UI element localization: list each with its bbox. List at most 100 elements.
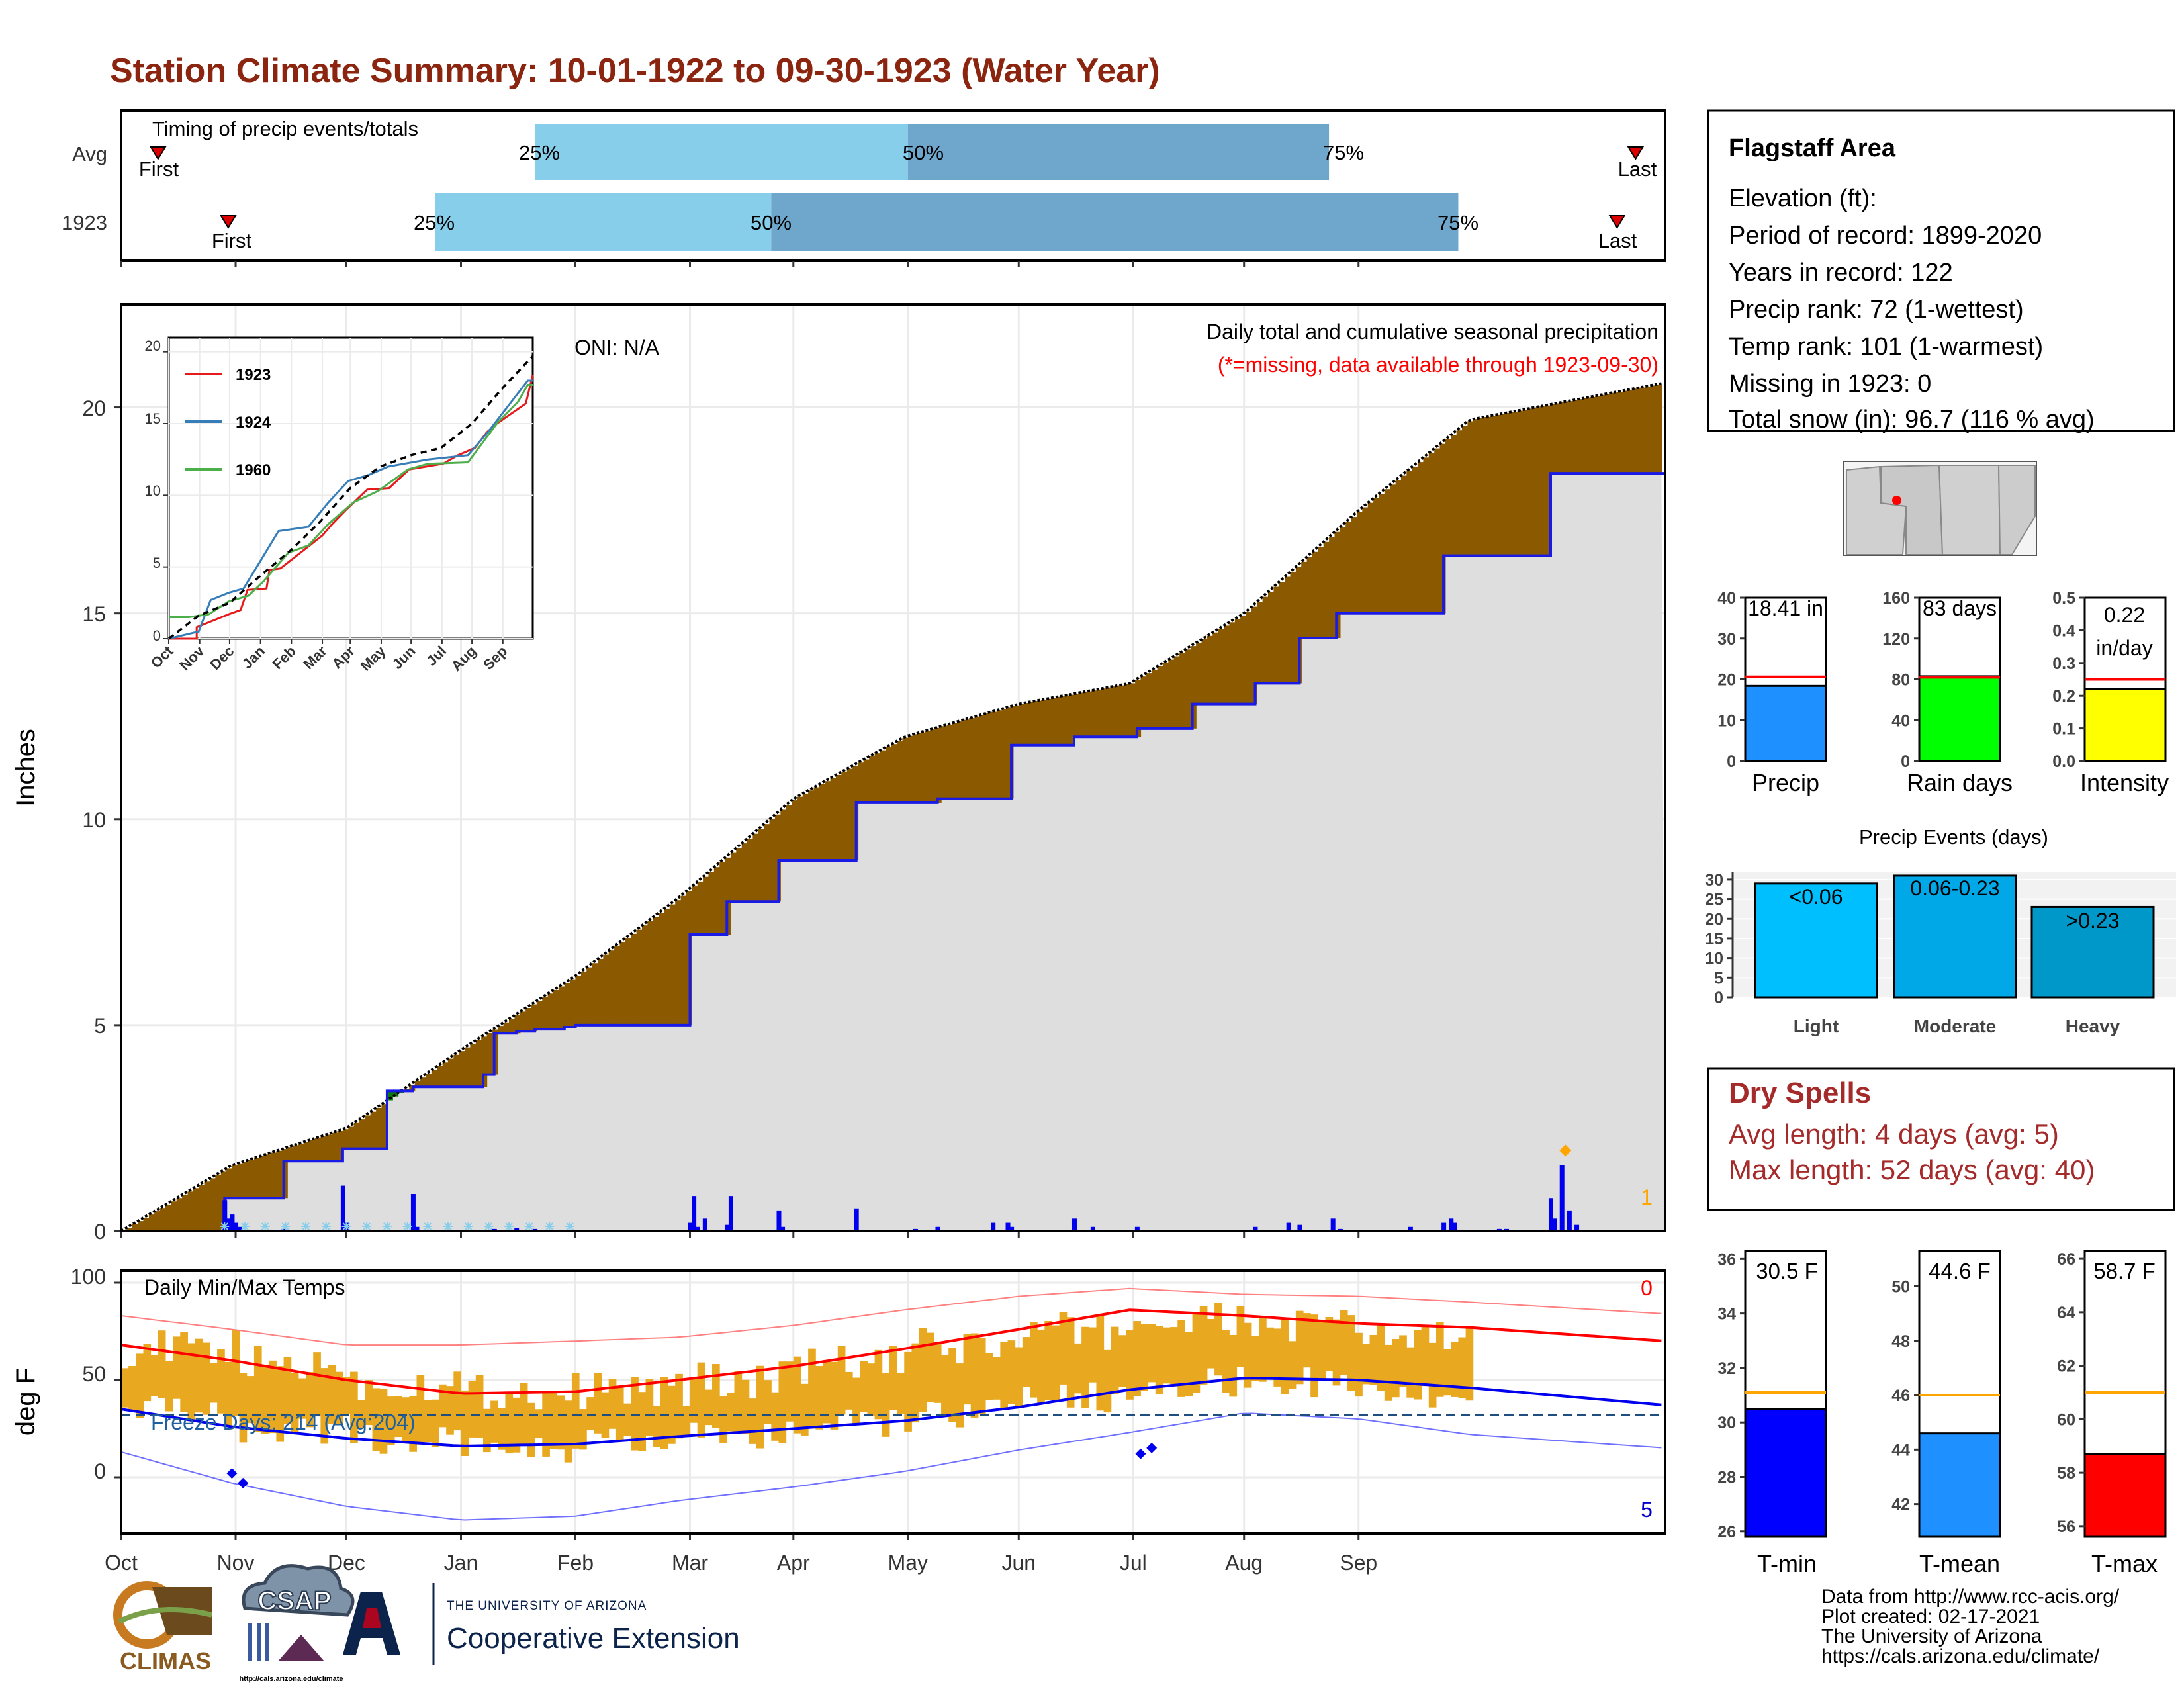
credit-plot-date: Plot created: 02-17-2021 (1821, 1606, 2040, 1627)
daily-temp-bar (1170, 1327, 1178, 1385)
deficit-band (1206, 635, 1213, 704)
deficit-band (1251, 606, 1257, 704)
daily-temp-bar (564, 1400, 572, 1463)
daily-precip-bar (725, 1224, 730, 1231)
timing-row-label-year: 1923 (62, 211, 107, 234)
deficit-band (1057, 696, 1064, 745)
deficit-band (1035, 700, 1042, 745)
daily-temp-bar (557, 1395, 565, 1450)
daily-precip-bar (1253, 1226, 1258, 1231)
daily-temp-bar (594, 1373, 602, 1434)
deficit-band (204, 1181, 210, 1231)
daily-temp-bar (852, 1377, 860, 1424)
daily-temp-bar (608, 1379, 617, 1429)
deficit-band (935, 727, 942, 803)
timing-avg-q50: 50% (903, 141, 944, 164)
daily-temp-bar (1406, 1347, 1414, 1398)
snow-marker (301, 1222, 311, 1231)
daily-temp-bar (1421, 1326, 1430, 1387)
daily-temp-bar (313, 1352, 321, 1417)
info-precip-rank: Precip rank: 72 (1-wettest) (1729, 296, 2024, 324)
deficit-band (907, 735, 914, 803)
event-light-label: Light (1794, 1016, 1839, 1036)
deficit-band (669, 904, 676, 1025)
info-elevation: Elevation (ft): (1729, 185, 1877, 212)
daily-temp-bar (1052, 1325, 1060, 1402)
deficit-band (370, 1111, 377, 1149)
daily-precip-bar (414, 1226, 420, 1231)
deficit-band (132, 1224, 138, 1231)
deficit-band (586, 967, 593, 1025)
deficit-band (1268, 592, 1274, 684)
inset-ytick-5: 5 (153, 555, 161, 571)
daily-temp-bar (1096, 1314, 1105, 1411)
deficit-band (664, 908, 670, 1025)
daily-temp-bar (150, 1355, 159, 1396)
temp-stat-bar-tmin (1744, 1408, 1827, 1538)
daily-temp-bar (121, 1368, 129, 1408)
deficit-band (431, 1070, 437, 1087)
daily-temp-bar (1000, 1342, 1009, 1409)
month-label: Nov (217, 1551, 255, 1575)
deficit-band (653, 917, 659, 1025)
daily-precip-bar (1574, 1224, 1580, 1231)
deficit-band (1628, 389, 1635, 474)
month-label: May (888, 1551, 928, 1575)
tmin-value: 30.5 F (1756, 1259, 1818, 1283)
daily-temp-bar (1384, 1344, 1392, 1401)
deficit-band (1451, 435, 1457, 556)
events-tick-label: 20 (1705, 910, 1723, 929)
deficit-band (1212, 632, 1219, 704)
deficit-band (1085, 691, 1091, 737)
info-missing: Missing in 1923: 0 (1729, 370, 1931, 398)
record-low-marker (238, 1477, 249, 1488)
daily-temp-bar (209, 1363, 218, 1403)
deficit-band (326, 1134, 332, 1162)
deficit-band (642, 925, 648, 1025)
deficit-band (199, 1185, 205, 1231)
daily-temp-bar (1037, 1329, 1045, 1404)
daily-temp-bar (741, 1379, 750, 1434)
deficit-band (979, 715, 986, 799)
deficit-band (570, 979, 576, 1027)
event-bar-heavy (2030, 905, 2155, 999)
deficit-band (1329, 537, 1336, 638)
intensity-stat-label: Intensity (2080, 769, 2169, 796)
daily-precip-bar (1559, 1165, 1565, 1231)
station-location-marker (1892, 496, 1901, 505)
deficit-band (1556, 403, 1563, 474)
snow-marker (443, 1222, 453, 1231)
deficit-band (365, 1115, 371, 1149)
daily-temp-bar (653, 1406, 661, 1447)
daily-temp-bar (350, 1371, 358, 1443)
precip-value: 18.41 in (1748, 596, 1823, 620)
deficit-band (304, 1142, 310, 1162)
deficit-band (1595, 396, 1601, 474)
daily-temp-bar (542, 1391, 550, 1457)
daily-temp-bar (1347, 1315, 1355, 1391)
daily-temp-bar (1199, 1306, 1208, 1385)
temp-stat-tick-label: 64 (2057, 1304, 2075, 1322)
snow-marker (341, 1222, 351, 1231)
deficit-band (1124, 684, 1130, 737)
daily-temp-bar (394, 1396, 402, 1438)
deficit-band (1240, 616, 1247, 704)
daily-temp-bar (490, 1400, 498, 1443)
daily-temp-bar (697, 1362, 705, 1438)
stat-tick-label: 0.0 (2052, 753, 2075, 771)
deficit-band (525, 1008, 532, 1032)
daily-temp-bar (461, 1390, 469, 1457)
daily-precip-bar (237, 1226, 242, 1231)
deficit-band (298, 1143, 304, 1162)
deficit-band (1645, 387, 1651, 474)
deficit-band (1113, 686, 1119, 737)
deficit-band (841, 772, 848, 860)
deficit-band (614, 946, 621, 1025)
ua-cooperative-extension: Cooperative Extension (447, 1622, 740, 1655)
month-label: Jun (1001, 1551, 1036, 1575)
deficit-band (475, 1040, 482, 1087)
daily-temp-bar (136, 1353, 144, 1418)
daily-temp-bar (808, 1348, 816, 1428)
precip-ytick-5: 5 (94, 1014, 106, 1038)
